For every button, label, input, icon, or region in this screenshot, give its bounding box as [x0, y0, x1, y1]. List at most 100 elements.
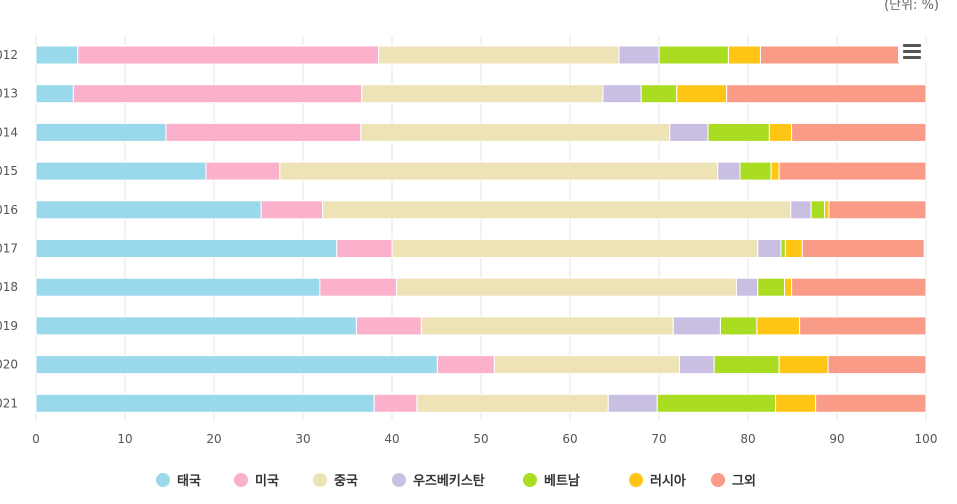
bar-segment [810, 200, 826, 220]
bar-segment [678, 355, 715, 375]
legend-marker [392, 473, 406, 487]
legend-label: 그외 [732, 473, 756, 489]
legend-label: 태국 [177, 474, 201, 489]
bar-segment [260, 200, 324, 220]
bar-segment [395, 277, 737, 297]
x-tick-label: 50 [473, 432, 488, 446]
bar-segment [640, 84, 678, 104]
bar-segment [607, 393, 658, 413]
bar-segment [707, 122, 770, 142]
bar-segment [336, 239, 393, 258]
bar-segment [35, 200, 262, 220]
bar-segment [602, 84, 642, 104]
legend-marker [711, 473, 725, 487]
legend-marker [313, 473, 327, 487]
bar-segment [360, 122, 671, 142]
bar-segment [35, 316, 357, 336]
bar-segment [493, 355, 680, 375]
bar-segment [757, 277, 785, 297]
y-tick-label: 2018 [0, 280, 18, 294]
bar-segment [279, 161, 719, 181]
bar-segment [778, 355, 829, 375]
bar-segment [770, 161, 780, 181]
bar-segment [768, 122, 793, 142]
x-tick-label: 20 [206, 432, 221, 446]
y-tick-label: 2013 [0, 87, 18, 101]
legend-label: 미국 [255, 473, 279, 489]
bar-segment [828, 200, 927, 220]
bar-segment [35, 45, 79, 65]
bar-segment [72, 84, 363, 104]
bar-segment [35, 277, 321, 297]
bar-segment [355, 316, 422, 336]
legend-label: 러시아 [650, 473, 686, 489]
bar-segment [783, 277, 793, 297]
bar-segment [361, 84, 604, 104]
bar-segment [35, 239, 338, 258]
y-tick-label: 2020 [0, 358, 18, 372]
x-tick-label: 40 [384, 432, 399, 446]
bar-segment [205, 161, 281, 181]
chart-menu-button[interactable] [898, 38, 926, 64]
bar-segment [319, 277, 397, 297]
bar-segment [35, 84, 74, 104]
bar-segment [717, 161, 741, 181]
legend-label: 중국 [334, 474, 358, 489]
x-tick-label: 10 [117, 432, 132, 446]
bar-segment [719, 316, 758, 336]
bar-segment [757, 239, 782, 258]
bar-segment [391, 239, 759, 258]
y-tick-label: 2015 [0, 164, 18, 178]
x-tick-label: 100 [915, 432, 938, 446]
bar-segment [790, 200, 812, 220]
bar-segment [801, 239, 925, 258]
bar-segment [759, 45, 927, 65]
bar-segment [35, 393, 375, 413]
x-tick-label: 90 [829, 432, 844, 446]
bar-segment [672, 316, 721, 336]
bar-segment [791, 277, 927, 297]
y-tick-label: 2019 [0, 319, 18, 333]
bar-segment [791, 122, 927, 142]
unit-label: (단위: %) [884, 0, 939, 13]
bar-segment [727, 45, 761, 65]
bar-segment [35, 355, 438, 375]
legend-marker [234, 473, 248, 487]
bar-segment [726, 84, 927, 104]
bar-segment [756, 316, 801, 336]
legend-label: 우즈베키스탄 [413, 473, 485, 489]
bar-segment [669, 122, 709, 142]
bar-segment [165, 122, 362, 142]
bar-segment [378, 45, 620, 65]
bar-segment [778, 161, 927, 181]
bar-segment [735, 277, 759, 297]
bar-segment [35, 161, 207, 181]
x-tick-label: 70 [651, 432, 666, 446]
y-tick-label: 2012 [0, 48, 18, 62]
hamburger-icon [903, 43, 921, 47]
legend-label: 베트남 [544, 473, 580, 489]
y-tick-label: 2016 [0, 203, 18, 217]
bar-segment [784, 239, 803, 258]
bar-segment [658, 45, 729, 65]
bar-segment [436, 355, 495, 375]
bar-segment [827, 355, 927, 375]
x-tick-label: 80 [740, 432, 755, 446]
bar-segment [322, 200, 792, 220]
x-tick-label: 0 [32, 432, 40, 446]
legend-marker [523, 473, 537, 487]
bar-segment [77, 45, 380, 65]
x-tick-label: 60 [562, 432, 577, 446]
bar-segment [780, 239, 786, 258]
y-tick-label: 2014 [0, 125, 18, 139]
y-tick-label: 2017 [0, 242, 18, 256]
legend-marker [156, 473, 170, 487]
bar-segment [676, 84, 728, 104]
bar-segment [815, 393, 927, 413]
bar-segment [713, 355, 780, 375]
bar-segment [656, 393, 777, 413]
bar-segment [775, 393, 817, 413]
bar-segment [35, 122, 167, 142]
